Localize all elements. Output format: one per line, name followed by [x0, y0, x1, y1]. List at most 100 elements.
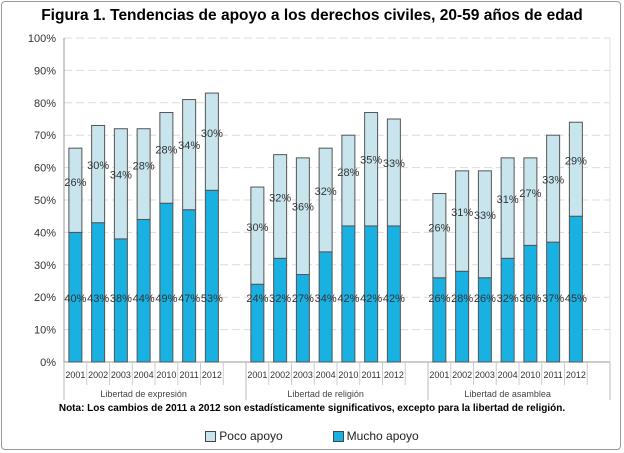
data-label: 28%: [451, 293, 473, 305]
legend-swatch-poco: [205, 430, 217, 442]
bar-segment: [159, 112, 174, 204]
bar-segment: [364, 112, 379, 227]
bar-segment: [455, 170, 470, 272]
group-label: Libertad de expresión: [100, 389, 187, 399]
legend-label-poco: Poco apoyo: [219, 429, 283, 443]
bar-segment: [341, 134, 356, 227]
x-tick-label: 2004: [134, 370, 154, 380]
data-label: 36%: [519, 293, 541, 305]
bar-segment: [568, 121, 583, 217]
x-tick-label: 2010: [156, 370, 176, 380]
data-label: 30%: [246, 222, 268, 234]
x-tick-label: 2001: [65, 370, 85, 380]
y-tick-label: 90%: [34, 65, 56, 77]
bar-segment: [250, 186, 265, 285]
y-tick-label: 0%: [40, 357, 56, 369]
x-tick-label: 2004: [498, 370, 518, 380]
bar-segment: [204, 189, 219, 363]
y-tick-label: 50%: [34, 195, 56, 207]
data-label: 42%: [360, 293, 382, 305]
legend-item-mucho: Mucho apoyo: [332, 429, 419, 443]
data-label: 27%: [519, 188, 541, 200]
data-label: 33%: [542, 174, 564, 186]
x-tick-label: 2010: [520, 370, 540, 380]
data-label: 30%: [87, 160, 109, 172]
bar-segment: [159, 202, 174, 363]
data-label: 42%: [383, 293, 405, 305]
data-label: 33%: [383, 158, 405, 170]
bar-segment: [523, 157, 538, 246]
x-tick-label: 2012: [202, 370, 222, 380]
data-label: 35%: [360, 155, 382, 167]
data-label: 31%: [451, 207, 473, 219]
bar-segment: [136, 128, 151, 220]
bar-segment: [477, 277, 492, 363]
data-label: 31%: [497, 194, 519, 206]
bar-segment: [455, 270, 470, 363]
bar-segment: [295, 157, 310, 276]
chart-title: Figura 1. Tendencias de apoyo a los dere…: [41, 7, 583, 24]
data-label: 30%: [201, 128, 223, 140]
bar-segment: [136, 218, 151, 363]
data-label: 34%: [315, 293, 337, 305]
data-label: 33%: [474, 210, 496, 222]
bar-segment: [318, 251, 333, 363]
data-label: 27%: [292, 293, 314, 305]
x-tick-label: 2011: [543, 370, 562, 380]
bar-segment: [477, 170, 492, 279]
bar-segment: [432, 277, 447, 363]
y-tick-label: 10%: [34, 325, 56, 337]
x-tick-label: 2001: [247, 370, 267, 380]
x-tick-label: 2003: [475, 370, 495, 380]
data-label: 53%: [201, 293, 223, 305]
bar-segment: [273, 257, 288, 363]
bar-segment: [318, 147, 333, 253]
x-tick-label: 2012: [566, 370, 586, 380]
legend-swatch-mucho: [332, 430, 344, 442]
bar-segment: [68, 147, 83, 233]
bar-segment: [568, 215, 583, 363]
legend-label-mucho: Mucho apoyo: [346, 429, 419, 443]
bar-segment: [500, 157, 515, 259]
bar-segment: [500, 257, 515, 363]
bar-segment: [182, 209, 197, 363]
group-label: Libertad de asamblea: [464, 389, 551, 399]
x-tick-label: 2002: [270, 370, 290, 380]
chart-note: Nota: Los cambios de 2011 a 2012 son est…: [58, 403, 566, 414]
y-tick-label: 80%: [34, 98, 56, 110]
data-label: 32%: [497, 293, 519, 305]
data-label: 24%: [246, 293, 268, 305]
data-label: 42%: [337, 293, 359, 305]
data-label: 32%: [315, 186, 337, 198]
data-label: 34%: [178, 140, 200, 152]
bar-segment: [204, 92, 219, 191]
x-tick-label: 2003: [111, 370, 131, 380]
data-label: 43%: [87, 293, 109, 305]
data-label: 34%: [110, 169, 132, 181]
data-label: 45%: [565, 293, 587, 305]
x-tick-label: 2001: [429, 370, 449, 380]
group-label: Libertad de religión: [287, 389, 364, 399]
data-label: 36%: [292, 201, 314, 213]
data-label: 26%: [64, 177, 86, 189]
y-tick-label: 100%: [28, 33, 56, 45]
bar-segment: [432, 193, 447, 279]
y-tick-label: 60%: [34, 163, 56, 175]
data-label: 47%: [178, 293, 200, 305]
legend: Poco apoyo Mucho apoyo: [0, 429, 624, 443]
bar-segment: [295, 274, 310, 363]
x-tick-label: 2010: [338, 370, 358, 380]
data-label: 28%: [337, 167, 359, 179]
data-label: 26%: [428, 293, 450, 305]
x-tick-label: 2002: [88, 370, 108, 380]
x-tick-label: 2011: [179, 370, 198, 380]
y-tick-label: 30%: [34, 260, 56, 272]
x-tick-label: 2012: [384, 370, 404, 380]
data-label: 28%: [155, 144, 177, 156]
bar-segment: [386, 118, 401, 227]
data-label: 40%: [64, 293, 86, 305]
legend-item-poco: Poco apoyo: [205, 429, 283, 443]
data-label: 32%: [269, 192, 291, 204]
